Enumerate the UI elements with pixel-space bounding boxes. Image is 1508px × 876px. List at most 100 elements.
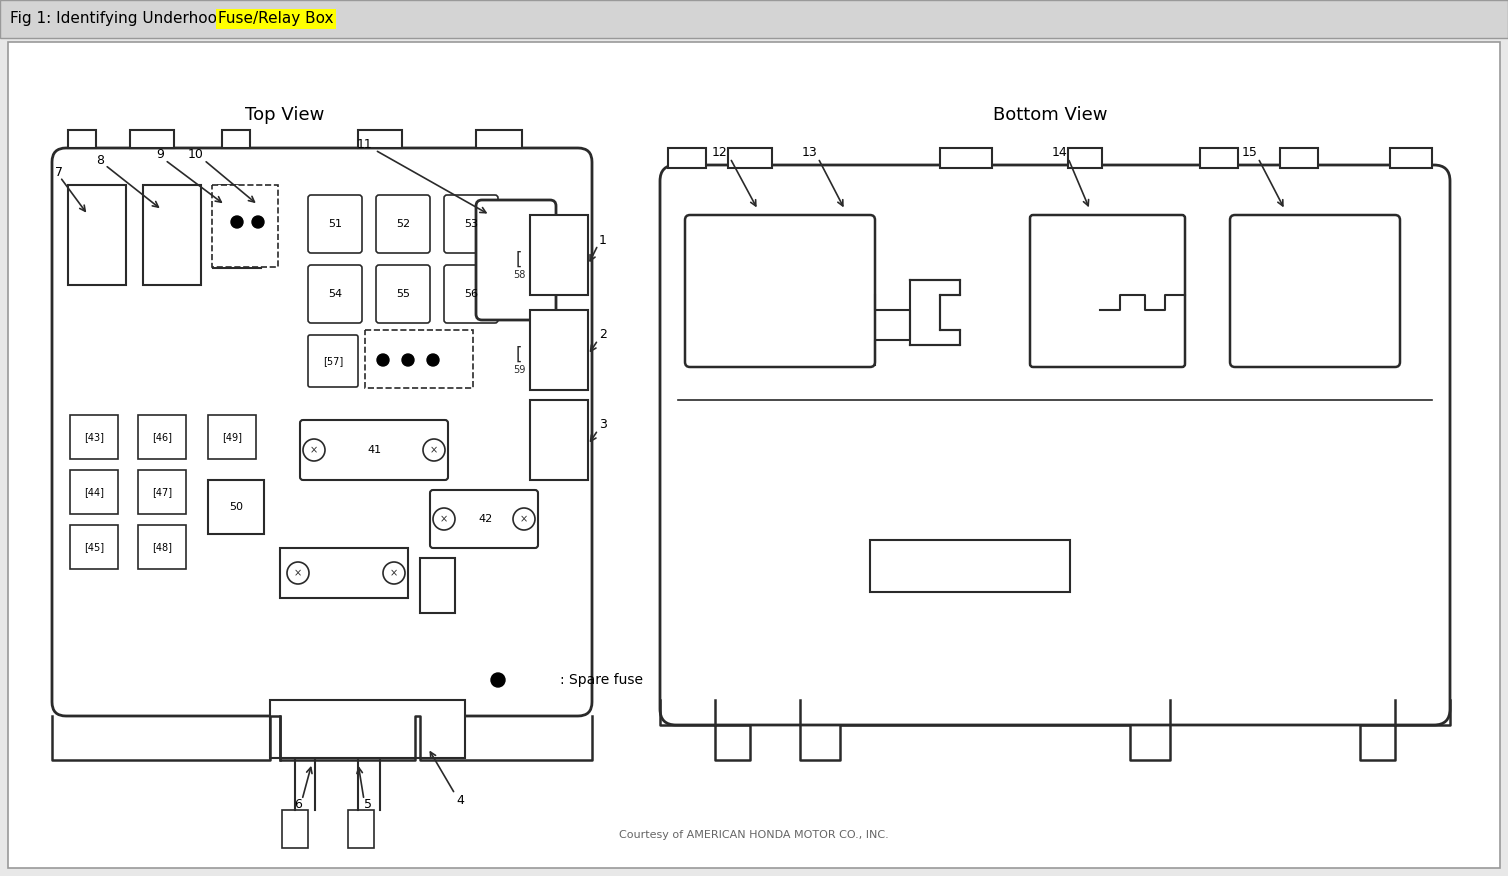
Circle shape (303, 439, 326, 461)
Text: [48]: [48] (152, 542, 172, 552)
Text: 2: 2 (599, 328, 606, 342)
Text: 59: 59 (513, 365, 525, 375)
Circle shape (383, 562, 406, 584)
Bar (728, 148, 772, 168)
FancyBboxPatch shape (375, 195, 430, 253)
Text: ×: × (311, 445, 318, 455)
Bar (222, 130, 250, 148)
Text: [: [ (516, 346, 522, 364)
Bar (0, 0, 1508, 38)
FancyBboxPatch shape (477, 200, 556, 320)
Text: 5: 5 (363, 799, 372, 811)
Text: 7: 7 (54, 166, 63, 179)
Circle shape (492, 673, 505, 687)
Text: [57]: [57] (323, 356, 344, 366)
Text: 15: 15 (1243, 145, 1258, 159)
Circle shape (252, 216, 264, 228)
Text: 55: 55 (397, 289, 410, 299)
Text: ×: × (391, 568, 398, 578)
Text: [49]: [49] (222, 432, 241, 442)
Text: ×: × (294, 568, 302, 578)
Bar (69, 415, 118, 459)
Circle shape (424, 439, 445, 461)
FancyBboxPatch shape (685, 215, 875, 367)
Circle shape (427, 354, 439, 366)
FancyBboxPatch shape (308, 195, 362, 253)
FancyBboxPatch shape (443, 195, 498, 253)
Bar (421, 558, 455, 613)
Text: 50: 50 (229, 502, 243, 512)
FancyBboxPatch shape (443, 265, 498, 323)
Text: Bottom View: Bottom View (992, 106, 1107, 124)
FancyBboxPatch shape (1231, 215, 1399, 367)
FancyBboxPatch shape (375, 265, 430, 323)
Text: 54: 54 (327, 289, 342, 299)
Text: 56: 56 (464, 289, 478, 299)
Text: Courtesy of AMERICAN HONDA MOTOR CO., INC.: Courtesy of AMERICAN HONDA MOTOR CO., IN… (620, 830, 888, 840)
Bar (529, 310, 588, 390)
FancyBboxPatch shape (661, 165, 1451, 725)
Bar (477, 130, 522, 148)
Text: 1: 1 (599, 234, 606, 246)
Text: [: [ (516, 251, 522, 269)
Text: 11: 11 (357, 138, 372, 152)
Bar (357, 130, 403, 148)
Bar (130, 130, 173, 148)
FancyBboxPatch shape (430, 490, 538, 548)
Text: 58: 58 (513, 270, 525, 280)
Text: ×: × (430, 445, 437, 455)
Text: [44]: [44] (84, 487, 104, 497)
Text: 6: 6 (294, 799, 302, 811)
FancyBboxPatch shape (308, 335, 357, 387)
Text: 13: 13 (802, 145, 817, 159)
Bar (1280, 148, 1318, 168)
Text: Top View: Top View (246, 106, 324, 124)
Bar (139, 415, 185, 459)
Text: Fuse/Relay Box: Fuse/Relay Box (219, 11, 333, 26)
Bar (213, 185, 277, 267)
Bar (68, 185, 127, 285)
Circle shape (287, 562, 309, 584)
Bar (870, 540, 1071, 592)
Text: 8: 8 (97, 153, 104, 166)
FancyBboxPatch shape (1030, 215, 1185, 367)
Text: Fig 1: Identifying Underhood: Fig 1: Identifying Underhood (11, 11, 232, 26)
Bar (1068, 148, 1102, 168)
Text: [45]: [45] (84, 542, 104, 552)
Text: ×: × (440, 514, 448, 524)
Bar (68, 130, 97, 148)
FancyBboxPatch shape (300, 420, 448, 480)
Bar (939, 148, 992, 168)
Text: 51: 51 (329, 219, 342, 229)
Circle shape (403, 354, 415, 366)
Bar (208, 415, 256, 459)
FancyBboxPatch shape (51, 148, 593, 716)
Bar (213, 200, 261, 268)
Bar (208, 480, 264, 534)
Text: 3: 3 (599, 419, 606, 432)
Bar (270, 700, 464, 758)
Bar (69, 470, 118, 514)
Bar (139, 525, 185, 569)
FancyBboxPatch shape (308, 265, 362, 323)
Circle shape (231, 216, 243, 228)
Bar (69, 525, 118, 569)
Circle shape (433, 508, 455, 530)
Text: 10: 10 (188, 149, 204, 161)
Bar (139, 470, 185, 514)
Text: 53: 53 (464, 219, 478, 229)
Bar (219, 185, 238, 203)
Circle shape (377, 354, 389, 366)
Bar (1200, 148, 1238, 168)
Bar (143, 185, 201, 285)
Bar (529, 400, 588, 480)
Text: 41: 41 (366, 445, 382, 455)
Text: 14: 14 (1053, 145, 1068, 159)
Text: ×: × (520, 514, 528, 524)
Bar (280, 548, 409, 598)
Circle shape (513, 508, 535, 530)
Text: 52: 52 (397, 219, 410, 229)
Bar (909, 280, 970, 345)
Text: 9: 9 (155, 149, 164, 161)
Text: 4: 4 (455, 794, 464, 807)
